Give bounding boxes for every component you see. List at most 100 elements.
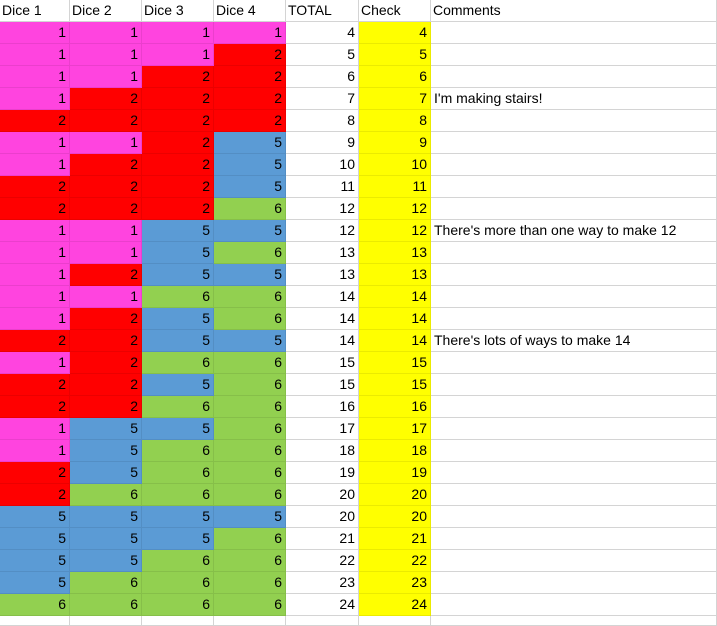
cell-dice-4[interactable]: 2	[214, 110, 286, 132]
cell-dice-1[interactable]: 1	[0, 220, 70, 242]
cell-total[interactable]: 4	[286, 22, 359, 44]
cell-dice-1[interactable]: 1	[0, 440, 70, 462]
cell-dice-4[interactable]: 2	[214, 66, 286, 88]
cell-dice-2[interactable]: 1	[70, 66, 142, 88]
cell-dice-4[interactable]: 6	[214, 440, 286, 462]
cell-dice-1[interactable]: 2	[0, 110, 70, 132]
cell-check[interactable]: 18	[359, 440, 431, 462]
cell-total[interactable]: 15	[286, 352, 359, 374]
cell-dice-4[interactable]: 5	[214, 132, 286, 154]
cell-dice-4[interactable]: 6	[214, 374, 286, 396]
cell-dice-2[interactable]: 5	[70, 418, 142, 440]
cell-dice-2[interactable]: 6	[70, 572, 142, 594]
cell-total[interactable]: 18	[286, 440, 359, 462]
cell-dice-1[interactable]: 1	[0, 264, 70, 286]
cell-check[interactable]: 4	[359, 22, 431, 44]
header-dice-2[interactable]: Dice 2	[70, 0, 142, 22]
cell-comment[interactable]	[431, 506, 717, 528]
cell-dice-3[interactable]: 2	[142, 88, 214, 110]
cell-dice-2[interactable]: 6	[70, 484, 142, 506]
cell-dice-1[interactable]: 1	[0, 308, 70, 330]
cell-dice-3[interactable]: 6	[142, 440, 214, 462]
cell-total[interactable]: 13	[286, 264, 359, 286]
cell-total[interactable]: 8	[286, 110, 359, 132]
cell-dice-1[interactable]: 1	[0, 242, 70, 264]
cell-check[interactable]: 21	[359, 528, 431, 550]
cell-dice-2[interactable]: 1	[70, 242, 142, 264]
cell-dice-2[interactable]: 2	[70, 308, 142, 330]
cell-check[interactable]: 11	[359, 176, 431, 198]
cell-check[interactable]: 14	[359, 286, 431, 308]
cell-comment[interactable]	[431, 594, 717, 616]
cell-dice-2[interactable]: 5	[70, 440, 142, 462]
cell-comment[interactable]	[431, 242, 717, 264]
cell-comment[interactable]	[431, 484, 717, 506]
cell-dice-4[interactable]: 6	[214, 462, 286, 484]
cell-dice-4[interactable]: 6	[214, 242, 286, 264]
cell-dice-2[interactable]: 2	[70, 88, 142, 110]
cell-check[interactable]: 9	[359, 132, 431, 154]
cell-comment[interactable]: There's more than one way to make 12	[431, 220, 717, 242]
cell-total[interactable]: 9	[286, 132, 359, 154]
cell-comment[interactable]	[431, 440, 717, 462]
cell-dice-3[interactable]: 5	[142, 330, 214, 352]
cell-dice-2[interactable]: 1	[70, 132, 142, 154]
cell-dice-4[interactable]: 2	[214, 88, 286, 110]
cell-dice-4[interactable]: 6	[214, 198, 286, 220]
cell-check[interactable]: 15	[359, 352, 431, 374]
cell-dice-2[interactable]: 2	[70, 154, 142, 176]
cell-dice-4[interactable]: 5	[214, 330, 286, 352]
cell-comment[interactable]	[431, 352, 717, 374]
cell-total[interactable]: 14	[286, 330, 359, 352]
empty-cell[interactable]	[0, 616, 70, 626]
cell-comment[interactable]	[431, 286, 717, 308]
cell-dice-1[interactable]: 1	[0, 88, 70, 110]
cell-dice-4[interactable]: 5	[214, 176, 286, 198]
cell-dice-1[interactable]: 1	[0, 418, 70, 440]
cell-dice-4[interactable]: 6	[214, 528, 286, 550]
cell-dice-3[interactable]: 5	[142, 506, 214, 528]
cell-total[interactable]: 20	[286, 484, 359, 506]
cell-dice-3[interactable]: 6	[142, 550, 214, 572]
cell-dice-4[interactable]: 6	[214, 352, 286, 374]
cell-comment[interactable]: I'm making stairs!	[431, 88, 717, 110]
cell-dice-1[interactable]: 1	[0, 352, 70, 374]
cell-comment[interactable]	[431, 66, 717, 88]
cell-dice-4[interactable]: 6	[214, 396, 286, 418]
cell-total[interactable]: 19	[286, 462, 359, 484]
cell-comment[interactable]: There's lots of ways to make 14	[431, 330, 717, 352]
cell-total[interactable]: 11	[286, 176, 359, 198]
cell-total[interactable]: 12	[286, 220, 359, 242]
cell-total[interactable]: 12	[286, 198, 359, 220]
cell-dice-4[interactable]: 1	[214, 22, 286, 44]
cell-dice-2[interactable]: 5	[70, 462, 142, 484]
cell-comment[interactable]	[431, 264, 717, 286]
cell-dice-2[interactable]: 2	[70, 330, 142, 352]
cell-total[interactable]: 5	[286, 44, 359, 66]
cell-dice-2[interactable]: 1	[70, 44, 142, 66]
cell-dice-2[interactable]: 2	[70, 352, 142, 374]
cell-dice-1[interactable]: 1	[0, 44, 70, 66]
header-dice-3[interactable]: Dice 3	[142, 0, 214, 22]
cell-total[interactable]: 14	[286, 286, 359, 308]
cell-check[interactable]: 19	[359, 462, 431, 484]
cell-check[interactable]: 22	[359, 550, 431, 572]
cell-comment[interactable]	[431, 396, 717, 418]
cell-dice-3[interactable]: 5	[142, 308, 214, 330]
cell-dice-3[interactable]: 1	[142, 22, 214, 44]
cell-check[interactable]: 20	[359, 484, 431, 506]
cell-check[interactable]: 20	[359, 506, 431, 528]
cell-dice-3[interactable]: 2	[142, 110, 214, 132]
cell-dice-3[interactable]: 2	[142, 198, 214, 220]
cell-dice-3[interactable]: 2	[142, 176, 214, 198]
cell-dice-2[interactable]: 2	[70, 176, 142, 198]
cell-comment[interactable]	[431, 198, 717, 220]
cell-dice-4[interactable]: 6	[214, 286, 286, 308]
cell-comment[interactable]	[431, 110, 717, 132]
cell-total[interactable]: 10	[286, 154, 359, 176]
cell-dice-1[interactable]: 2	[0, 374, 70, 396]
cell-total[interactable]: 23	[286, 572, 359, 594]
cell-comment[interactable]	[431, 22, 717, 44]
cell-dice-3[interactable]: 6	[142, 286, 214, 308]
cell-comment[interactable]	[431, 132, 717, 154]
